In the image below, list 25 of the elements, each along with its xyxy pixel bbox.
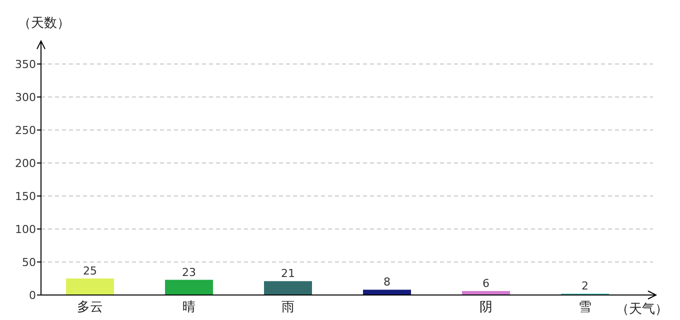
y-tick-label: 50 bbox=[22, 256, 36, 269]
x-tick-label: 雨 bbox=[282, 300, 294, 315]
data-label: 6 bbox=[482, 277, 490, 290]
y-tick-label: 200 bbox=[15, 157, 36, 170]
x-tick-label: 晴 bbox=[182, 300, 196, 315]
data-label: 23 bbox=[182, 266, 196, 279]
x-axis-title: （天气） bbox=[616, 302, 668, 317]
x-tick-label: 雪 bbox=[578, 300, 592, 315]
y-tick-label: 150 bbox=[15, 190, 36, 203]
data-label: 2 bbox=[582, 280, 588, 293]
data-label: 21 bbox=[281, 267, 295, 280]
bar bbox=[264, 281, 312, 295]
x-tick-label: 阴 bbox=[480, 300, 492, 315]
y-tick-label: 0 bbox=[29, 289, 36, 302]
bar bbox=[66, 278, 114, 295]
y-tick-label: 350 bbox=[15, 58, 36, 71]
y-axis-title: （天数） bbox=[18, 16, 70, 31]
y-tick-label: 250 bbox=[15, 124, 36, 137]
y-tick-label: 300 bbox=[15, 91, 36, 104]
data-label: 8 bbox=[384, 276, 390, 289]
bar bbox=[363, 290, 411, 295]
y-tick-label: 100 bbox=[15, 223, 36, 236]
data-label: 25 bbox=[83, 264, 97, 278]
bar bbox=[165, 280, 213, 295]
x-tick-label: 多云 bbox=[77, 300, 103, 315]
